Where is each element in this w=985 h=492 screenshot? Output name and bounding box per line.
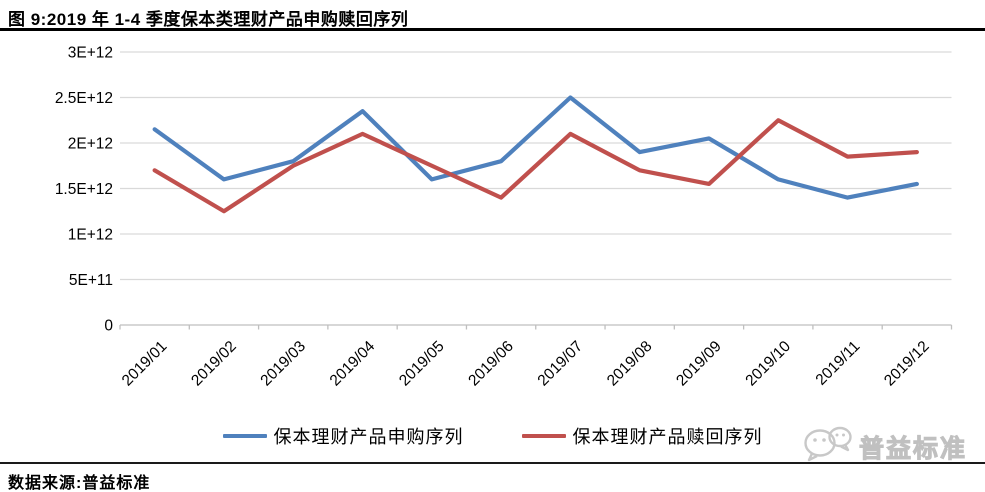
- x-axis-label: 2019/08: [604, 338, 656, 390]
- series-line-0: [152, 95, 919, 200]
- y-axis-label: 1E+12: [68, 227, 113, 244]
- x-axis-label: 2019/05: [396, 338, 448, 390]
- legend-item-subscription: 保本理财产品申购序列: [222, 423, 464, 449]
- chart-legend: 保本理财产品申购序列 保本理财产品赎回序列: [0, 423, 985, 449]
- x-axis-label: 2019/09: [673, 338, 725, 390]
- legend-item-redemption: 保本理财产品赎回序列: [521, 423, 763, 449]
- title-divider: [0, 28, 985, 31]
- y-axis-label: 2.5E+12: [55, 90, 113, 107]
- series-line-1: [152, 118, 919, 214]
- x-axis-label: 2019/07: [535, 338, 587, 390]
- figure-title: 图 9:2019 年 1-4 季度保本类理财产品申购赎回序列: [8, 10, 409, 29]
- x-axis-label: 2019/12: [881, 338, 933, 390]
- y-axis-label: 2E+12: [68, 136, 113, 153]
- x-axis-label: 2019/06: [465, 338, 517, 390]
- x-axis-label: 2019/03: [257, 338, 309, 390]
- y-axis-label: 3E+12: [68, 45, 113, 62]
- bottom-divider: [0, 462, 985, 464]
- wechat-icon: [803, 424, 853, 469]
- legend-label-subscription: 保本理财产品申购序列: [273, 427, 464, 447]
- x-axis-label: 2019/02: [188, 338, 240, 390]
- data-source: 数据来源:普益标准: [8, 475, 151, 492]
- watermark: 普益标准: [803, 424, 967, 469]
- legend-label-redemption: 保本理财产品赎回序列: [572, 427, 763, 447]
- legend-swatch-redemption-line: [521, 434, 566, 438]
- x-axis-label: 2019/04: [327, 338, 379, 390]
- legend-swatch-subscription-line: [222, 434, 267, 438]
- y-axis-label: 1.5E+12: [55, 181, 113, 198]
- x-axis-label: 2019/11: [813, 338, 864, 389]
- x-axis-label: 2019/01: [119, 338, 171, 390]
- y-axis-label: 5E+11: [69, 272, 113, 289]
- watermark-brand-text: 普益标准: [858, 434, 967, 463]
- x-axis-label: 2019/10: [742, 338, 794, 390]
- line-chart: 0 5E+11 1E+12 1.5E+12 2E+12 2.5E+12 3E+12 2019/…: [55, 45, 953, 390]
- y-axis-label: 0: [104, 318, 113, 335]
